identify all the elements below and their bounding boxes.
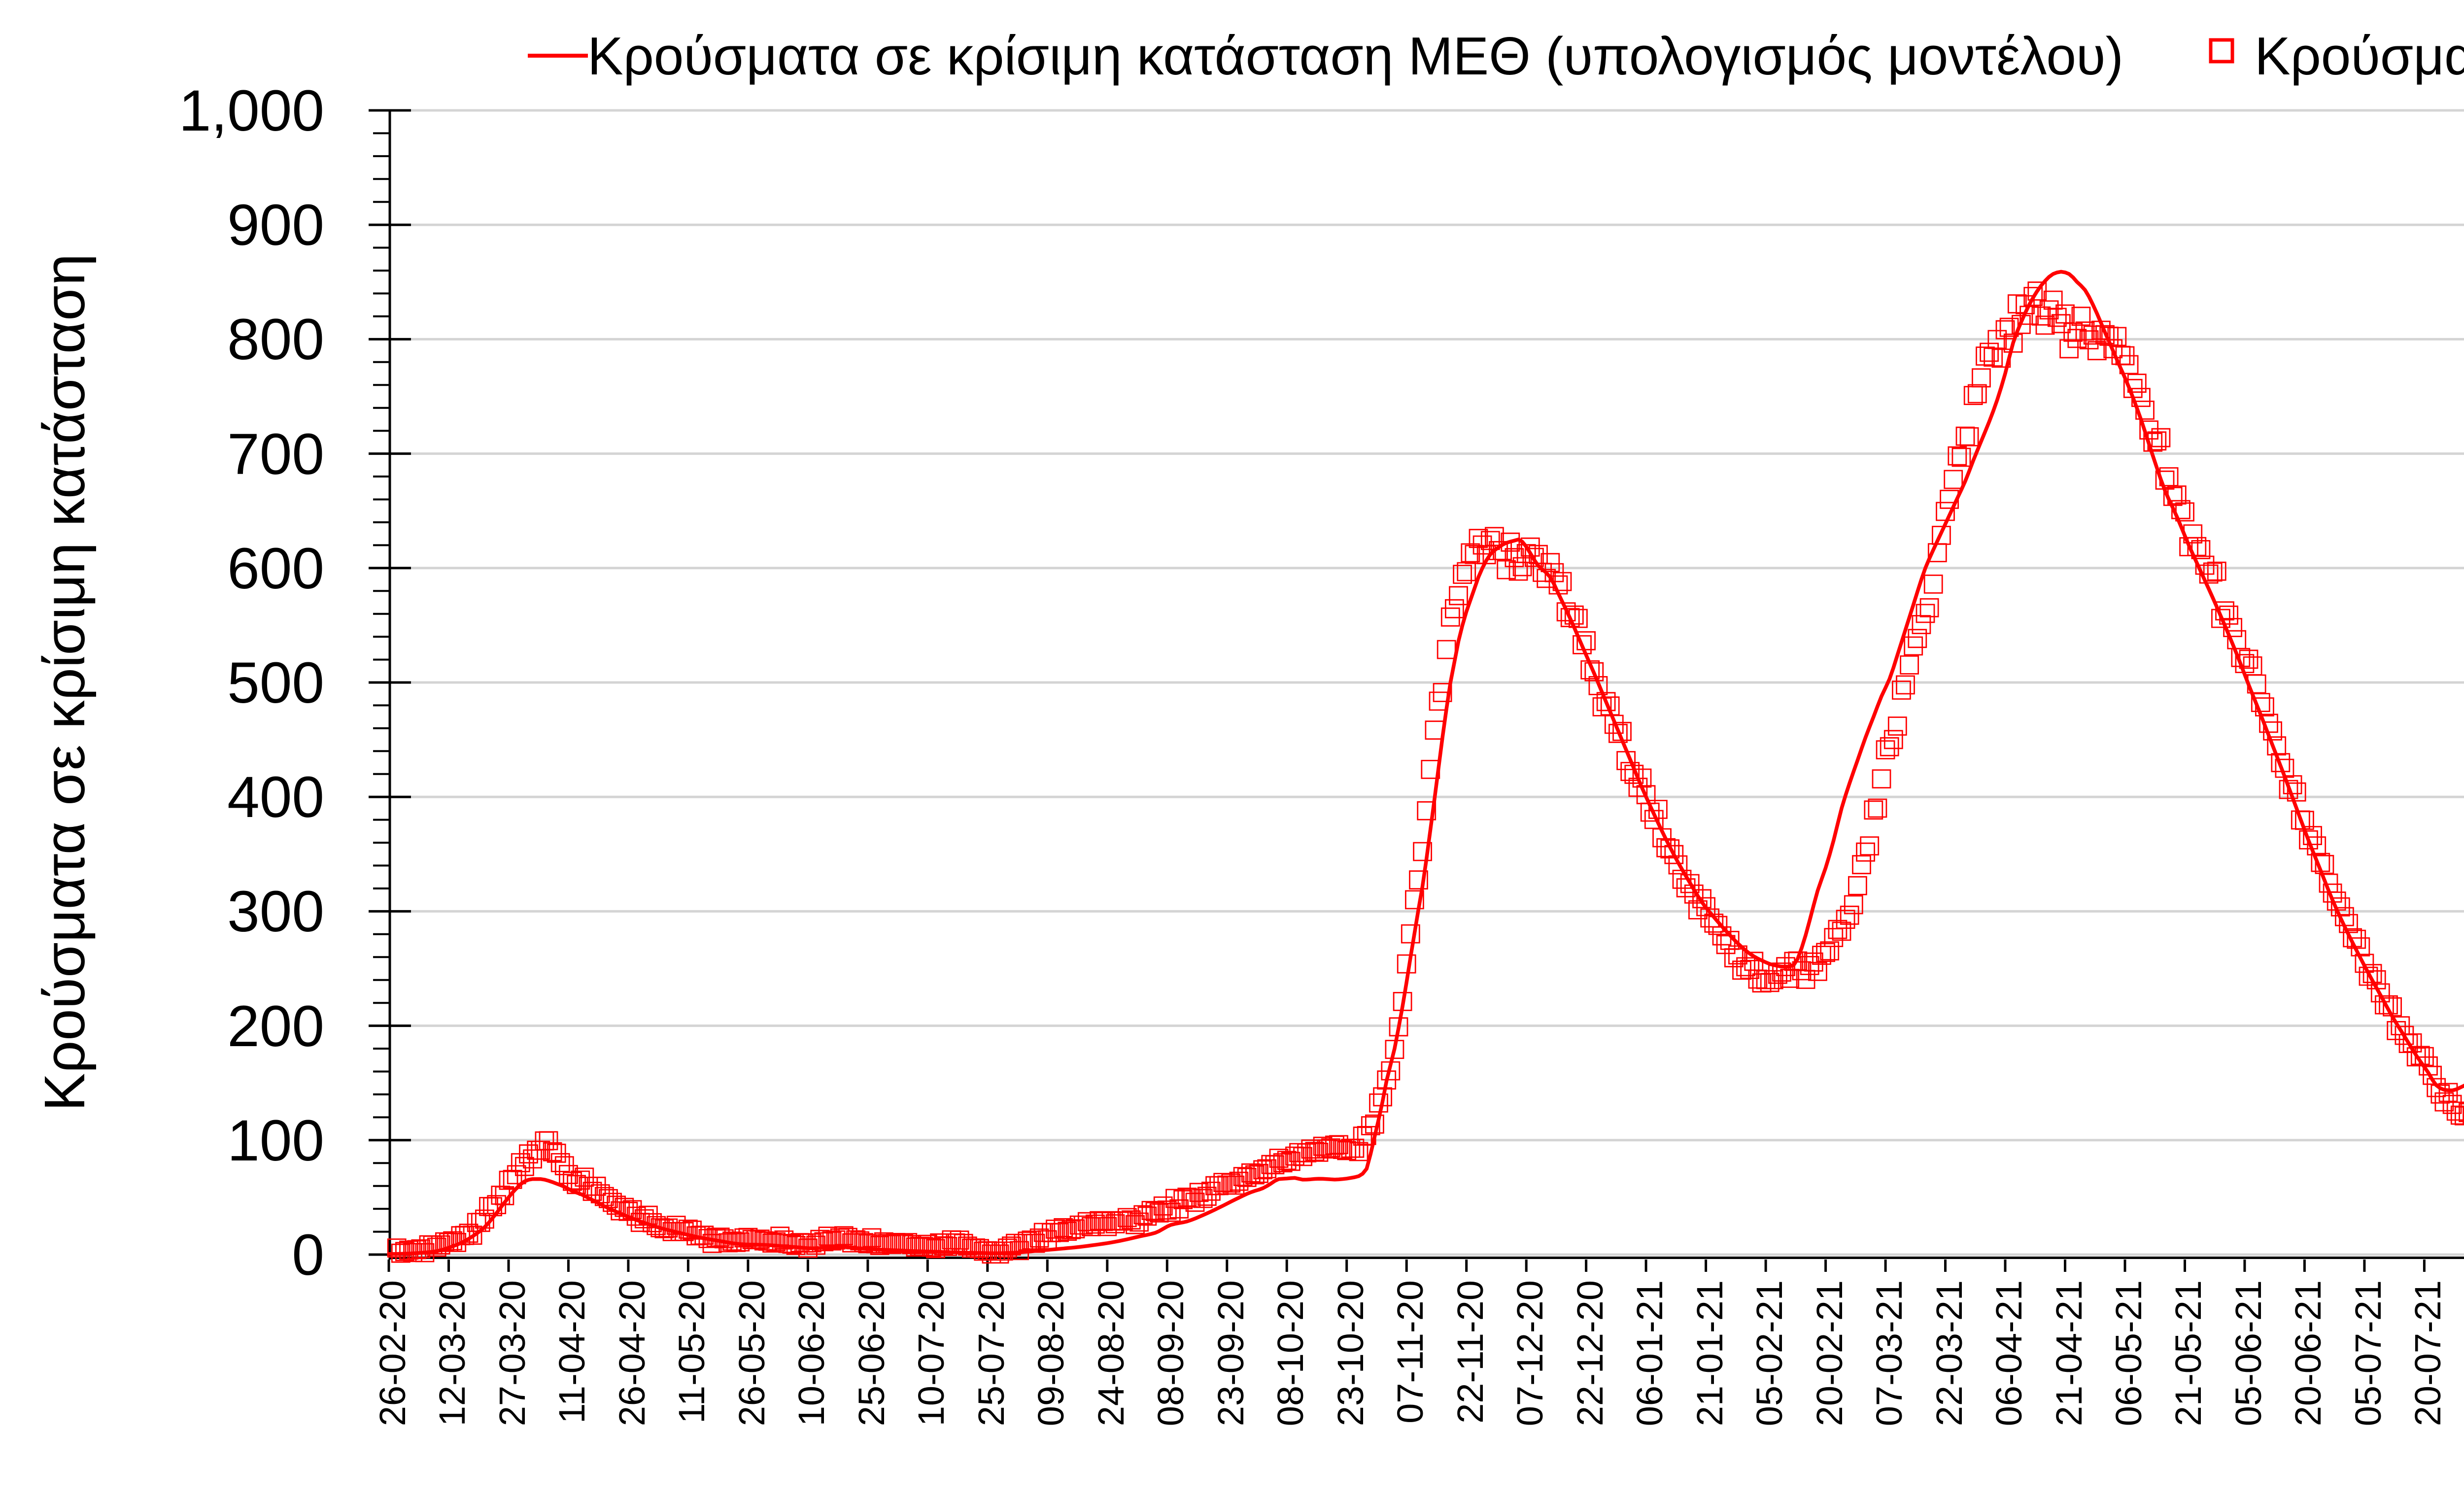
svg-text:27-03-20: 27-03-20 (492, 1280, 533, 1426)
svg-text:07-12-20: 07-12-20 (1509, 1280, 1550, 1426)
svg-text:26-02-20: 26-02-20 (372, 1280, 413, 1426)
svg-text:Κρούσματα σε κρίσιμη κατάσταση: Κρούσματα σε κρίσιμη κατάσταση ΜΕΘ (υπολ… (587, 26, 2123, 86)
svg-text:20-06-21: 20-06-21 (2288, 1280, 2328, 1426)
svg-text:Κρούσματα σε κρίσιμη κατάσταση: Κρούσματα σε κρίσιμη κατάσταση (33, 254, 97, 1111)
svg-text:500: 500 (227, 650, 324, 715)
svg-text:10-07-20: 10-07-20 (911, 1280, 952, 1426)
svg-text:05-07-21: 05-07-21 (2348, 1280, 2389, 1426)
svg-text:06-04-21: 06-04-21 (1988, 1280, 2029, 1426)
svg-text:23-09-20: 23-09-20 (1210, 1280, 1251, 1426)
svg-text:11-05-20: 11-05-20 (671, 1280, 712, 1424)
svg-text:07-03-21: 07-03-21 (1869, 1280, 1910, 1426)
svg-text:20-02-21: 20-02-21 (1809, 1280, 1850, 1426)
svg-text:08-09-20: 08-09-20 (1150, 1280, 1191, 1426)
svg-text:26-04-20: 26-04-20 (612, 1280, 652, 1426)
svg-text:300: 300 (227, 879, 324, 944)
svg-text:21-01-21: 21-01-21 (1689, 1280, 1730, 1426)
svg-text:Κρούσματα σε κρίσιμη κατάσταση: Κρούσματα σε κρίσιμη κατάσταση ΜΕΘ (επιβ… (2255, 26, 2464, 86)
svg-text:100: 100 (227, 1108, 324, 1173)
svg-text:20-07-21: 20-07-21 (2407, 1280, 2448, 1426)
svg-text:05-06-21: 05-06-21 (2228, 1280, 2269, 1426)
svg-text:10-06-20: 10-06-20 (791, 1280, 832, 1426)
svg-text:22-12-20: 22-12-20 (1570, 1280, 1610, 1426)
svg-text:1,000: 1,000 (179, 78, 324, 143)
svg-text:21-04-21: 21-04-21 (2049, 1280, 2089, 1426)
svg-text:24-08-20: 24-08-20 (1091, 1280, 1131, 1426)
svg-text:23-10-20: 23-10-20 (1330, 1280, 1371, 1426)
svg-text:25-06-20: 25-06-20 (851, 1280, 892, 1426)
svg-text:400: 400 (227, 765, 324, 830)
svg-text:22-11-20: 22-11-20 (1450, 1280, 1491, 1424)
svg-text:25-07-20: 25-07-20 (971, 1280, 1012, 1426)
svg-text:600: 600 (227, 536, 324, 601)
svg-text:700: 700 (227, 422, 324, 487)
svg-text:21-05-21: 21-05-21 (2168, 1280, 2209, 1426)
svg-text:06-01-21: 06-01-21 (1629, 1280, 1670, 1426)
svg-text:12-03-20: 12-03-20 (432, 1280, 473, 1426)
svg-text:800: 800 (227, 307, 324, 372)
svg-text:26-05-20: 26-05-20 (731, 1280, 772, 1426)
svg-text:11-04-20: 11-04-20 (551, 1280, 592, 1424)
svg-text:200: 200 (227, 994, 324, 1059)
svg-text:22-03-21: 22-03-21 (1929, 1280, 1970, 1426)
svg-text:06-05-21: 06-05-21 (2108, 1280, 2149, 1426)
svg-text:08-10-20: 08-10-20 (1270, 1280, 1311, 1426)
svg-text:900: 900 (227, 193, 324, 258)
svg-text:09-08-20: 09-08-20 (1030, 1280, 1071, 1426)
svg-text:0: 0 (292, 1223, 324, 1288)
svg-text:07-11-20: 07-11-20 (1390, 1280, 1431, 1424)
svg-text:05-02-21: 05-02-21 (1749, 1280, 1790, 1426)
